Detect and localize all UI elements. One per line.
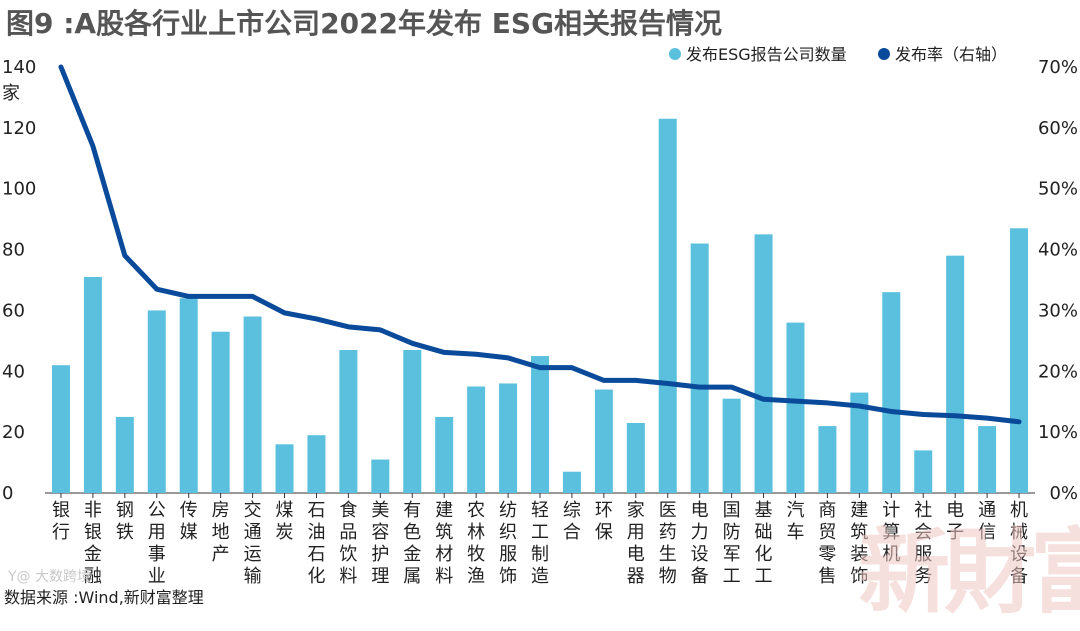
category-label: 食品饮料: [339, 500, 357, 587]
bar: [691, 243, 709, 493]
bar-series: [52, 119, 1028, 498]
category-label: 环保: [595, 500, 613, 543]
y-left-tick-label: 60: [2, 300, 25, 321]
category-label: 公用事业: [148, 500, 166, 587]
bar: [339, 350, 357, 493]
rate-line: [61, 67, 1019, 422]
bar: [467, 387, 485, 494]
bar: [755, 234, 773, 493]
legend: 发布ESG报告公司数量 发布率（右轴）: [669, 45, 1007, 64]
bar: [595, 390, 613, 493]
bar: [116, 417, 134, 493]
bar: [946, 256, 964, 493]
bar: [563, 472, 581, 493]
bar: [659, 119, 677, 493]
category-label: 钢铁: [116, 500, 134, 543]
y-right-tick-label: 60%: [1038, 118, 1078, 139]
category-label: 石油石化: [307, 500, 325, 587]
bar: [52, 365, 70, 493]
source-note: 数据来源 :Wind,新财富整理: [4, 584, 204, 608]
bar: [148, 310, 166, 493]
y-right-tick-label: 20%: [1038, 361, 1078, 382]
category-label: 商贸零售: [818, 500, 836, 587]
category-label: 传媒: [180, 500, 198, 543]
y-right-tick-label: 40%: [1038, 240, 1078, 261]
y-left-tick-label: 80: [2, 240, 25, 261]
category-label: 农林牧渔: [467, 500, 485, 587]
y-left-tick-label: 40: [2, 361, 25, 382]
category-label: 综合: [563, 500, 581, 543]
y-right-tick-label: 50%: [1038, 179, 1078, 200]
y-left-tick-label: 0: [2, 483, 13, 504]
bar: [244, 317, 262, 493]
bar: [978, 426, 996, 493]
legend-line-swatch: [878, 48, 890, 60]
legend-line-label: 发布率（右轴）: [895, 45, 1007, 64]
category-label: 交通运输: [244, 500, 262, 587]
category-label: 煤炭: [276, 500, 294, 543]
category-label: 纺织服饰: [499, 500, 517, 587]
bar: [499, 383, 517, 493]
category-label: 国防军工: [723, 500, 741, 587]
bar: [914, 450, 932, 493]
legend-bar-label: 发布ESG报告公司数量: [686, 45, 847, 64]
bar: [212, 332, 230, 493]
y-left-unit: 家: [2, 83, 20, 104]
legend-bar-swatch: [669, 48, 681, 60]
y-right-tick-label: 10%: [1038, 422, 1078, 443]
category-label: 汽车: [786, 500, 804, 543]
y-left-tick-label: 20: [2, 422, 25, 443]
bar: [531, 356, 549, 493]
bar: [818, 426, 836, 493]
y-left-tick-label: 120: [2, 118, 36, 139]
bar: [371, 460, 389, 493]
watermark-stamp: Y@ 大数跨境: [8, 566, 91, 586]
bar: [403, 350, 421, 493]
category-label: 医药生物: [659, 500, 677, 587]
bar: [180, 298, 198, 493]
bar: [84, 277, 102, 493]
category-label: 建筑材料: [435, 500, 453, 587]
bar: [307, 435, 325, 493]
y-left-tick-label: 140: [2, 57, 36, 78]
category-label: 电力设备: [691, 500, 709, 587]
bar: [1010, 228, 1028, 493]
bar: [627, 423, 645, 493]
bar: [435, 417, 453, 493]
y-right-tick-label: 70%: [1038, 57, 1078, 78]
bar: [882, 292, 900, 493]
line-series: [61, 67, 1019, 422]
category-label: 家用电器: [627, 500, 645, 587]
category-label: 基础化工: [755, 500, 773, 587]
category-label: 美容护理: [371, 500, 389, 587]
watermark-logo: 新財富: [858, 498, 1080, 631]
category-label: 有色金属: [403, 500, 421, 587]
bar: [786, 323, 804, 493]
category-label: 银行: [52, 500, 70, 543]
category-label: 房地产: [212, 500, 230, 565]
category-label: 轻工制造: [531, 500, 549, 587]
y-left-tick-label: 100: [2, 179, 36, 200]
y-right-tick-label: 30%: [1038, 300, 1078, 321]
bar: [723, 399, 741, 493]
bar: [276, 444, 294, 493]
